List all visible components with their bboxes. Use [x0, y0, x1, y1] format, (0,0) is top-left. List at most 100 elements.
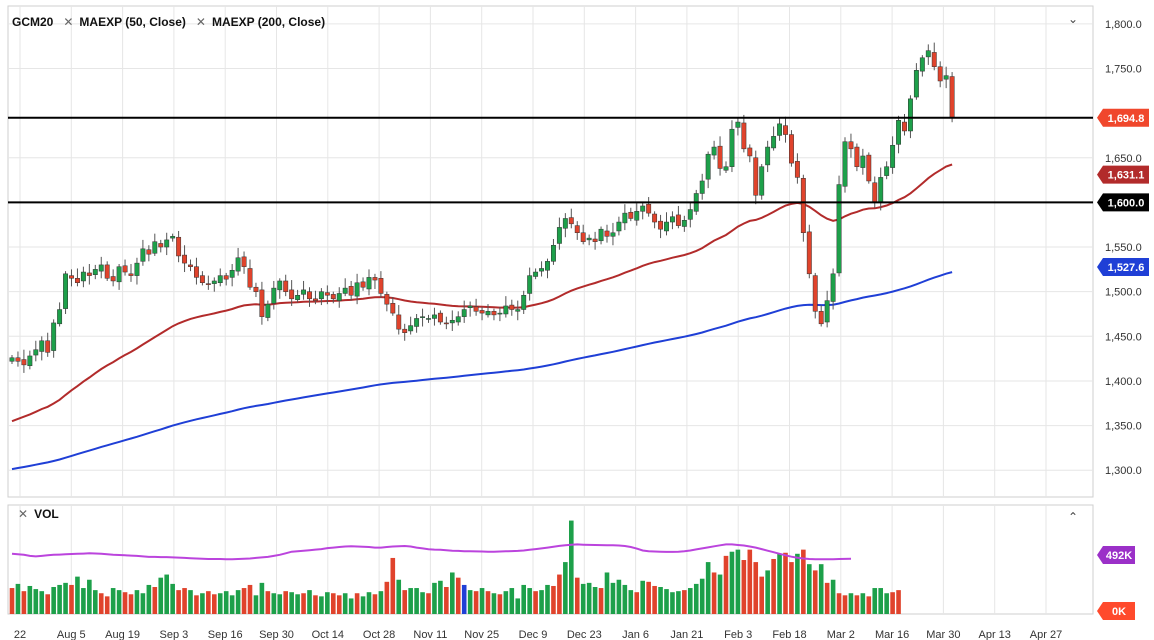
volume-bar[interactable]: [170, 583, 175, 614]
volume-bar[interactable]: [866, 596, 872, 614]
volume-bar[interactable]: [557, 574, 562, 614]
candle[interactable]: [539, 261, 544, 277]
candle[interactable]: [574, 221, 580, 240]
volume-bar[interactable]: [682, 590, 687, 614]
volume-bar[interactable]: [27, 585, 33, 614]
candle[interactable]: [794, 153, 800, 184]
candle[interactable]: [830, 268, 836, 310]
candle[interactable]: [277, 278, 283, 299]
volume-bar[interactable]: [420, 592, 425, 614]
candle[interactable]: [21, 349, 27, 373]
candle[interactable]: [449, 310, 455, 331]
candle[interactable]: [313, 290, 318, 305]
candle[interactable]: [705, 151, 711, 189]
candle[interactable]: [640, 202, 646, 220]
candle[interactable]: [687, 201, 693, 228]
candle[interactable]: [426, 314, 431, 323]
volume-bar[interactable]: [533, 591, 538, 614]
candle[interactable]: [348, 280, 354, 301]
time-axis[interactable]: 22 Aug 5 Aug 19 Sep 3 Sep 16 Sep 30 Oct 14 Oct …: [14, 629, 1062, 640]
candle[interactable]: [884, 161, 890, 180]
candle[interactable]: [324, 285, 330, 305]
volume-bar[interactable]: [860, 593, 866, 614]
candlestick-series[interactable]: [9, 42, 955, 373]
volume-bar[interactable]: [676, 591, 681, 614]
candle[interactable]: [330, 291, 336, 304]
volume-bar[interactable]: [283, 591, 288, 614]
candle[interactable]: [402, 323, 408, 341]
volume-bar[interactable]: [336, 595, 342, 614]
volume-bar[interactable]: [69, 584, 74, 614]
legend-ma200[interactable]: ✕ MAEXP (200, Close): [196, 15, 325, 29]
volume-bar[interactable]: [313, 595, 318, 614]
candle[interactable]: [223, 272, 229, 286]
candle[interactable]: [622, 204, 628, 231]
volume-bar[interactable]: [331, 593, 336, 614]
legend-ma50[interactable]: ✕ MAEXP (50, Close): [63, 15, 186, 29]
volume-bar[interactable]: [884, 593, 889, 614]
candle[interactable]: [913, 63, 919, 100]
volume-bar[interactable]: [116, 590, 122, 614]
volume-bar[interactable]: [384, 581, 390, 614]
candle[interactable]: [878, 167, 884, 211]
volume-bar[interactable]: [301, 593, 306, 614]
volume-bar[interactable]: [360, 596, 366, 614]
candle[interactable]: [188, 259, 193, 272]
volume-bar[interactable]: [574, 577, 580, 614]
volume-bar[interactable]: [176, 590, 181, 614]
volume-bar[interactable]: [128, 594, 134, 614]
candle[interactable]: [15, 351, 21, 367]
volume-bar[interactable]: [223, 591, 229, 614]
ma200-line[interactable]: [11, 271, 953, 471]
candle[interactable]: [116, 263, 122, 290]
candle[interactable]: [527, 267, 533, 301]
candle[interactable]: [104, 261, 110, 281]
candle[interactable]: [134, 257, 140, 285]
volume-bar[interactable]: [705, 562, 711, 614]
candle[interactable]: [866, 152, 872, 184]
candle[interactable]: [503, 296, 509, 318]
candle[interactable]: [455, 311, 461, 326]
candle[interactable]: [937, 61, 943, 88]
volume-bar[interactable]: [610, 582, 616, 614]
volume-bar[interactable]: [402, 590, 407, 614]
candle[interactable]: [295, 289, 301, 303]
volume-bar[interactable]: [854, 595, 860, 614]
candle[interactable]: [919, 55, 925, 77]
volume-bar[interactable]: [616, 579, 622, 614]
volume-bar[interactable]: [247, 584, 253, 614]
candle[interactable]: [675, 205, 681, 229]
volume-bar[interactable]: [747, 549, 753, 614]
volume-bar[interactable]: [325, 592, 330, 614]
horizontal-lines[interactable]: [8, 116, 1093, 204]
volume-bar[interactable]: [872, 588, 878, 614]
volume-bar[interactable]: [497, 594, 503, 614]
volume-bar[interactable]: [777, 553, 782, 614]
candle[interactable]: [80, 266, 86, 288]
candle[interactable]: [467, 301, 473, 317]
candle[interactable]: [735, 117, 741, 136]
price-axis[interactable]: 1,800.0 1,750.0 1,650.0 1,550.0 1,500.0 1,450…: [1105, 19, 1142, 477]
candle[interactable]: [259, 281, 265, 325]
candle[interactable]: [235, 247, 241, 276]
candle[interactable]: [789, 130, 794, 167]
candle[interactable]: [818, 305, 824, 327]
candle[interactable]: [658, 214, 663, 239]
volume-bar[interactable]: [473, 591, 479, 614]
volume-bar[interactable]: [158, 577, 164, 614]
volume-bar[interactable]: [818, 564, 824, 614]
volume-bar[interactable]: [711, 572, 717, 614]
volume-bar[interactable]: [824, 582, 830, 614]
volume-bar[interactable]: [63, 582, 68, 614]
volume-bar[interactable]: [229, 595, 235, 614]
volume-bar[interactable]: [801, 549, 806, 614]
candle[interactable]: [771, 126, 777, 151]
candle[interactable]: [9, 355, 15, 364]
candle[interactable]: [366, 269, 372, 296]
candle[interactable]: [765, 140, 771, 173]
candle[interactable]: [318, 288, 324, 306]
volume-bar[interactable]: [664, 589, 669, 614]
volume-bar[interactable]: [491, 593, 497, 614]
candle[interactable]: [717, 136, 723, 176]
candle[interactable]: [598, 226, 604, 245]
